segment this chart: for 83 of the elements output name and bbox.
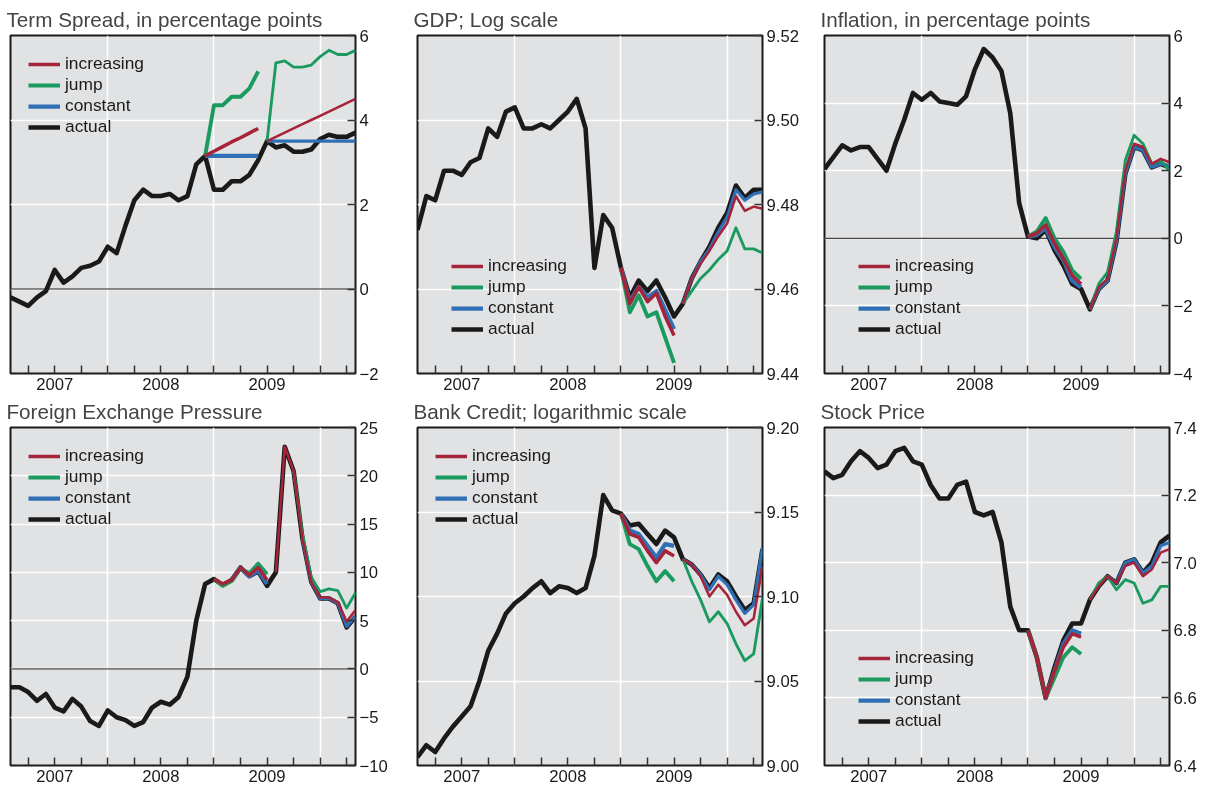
y-tick-label: 9.00	[766, 756, 799, 776]
legend-label: increasing	[895, 647, 974, 668]
legend-label: jump	[65, 466, 103, 487]
y-tick-label: 9.50	[766, 111, 799, 130]
y-tick-label: −10	[359, 756, 388, 776]
y-tick-label: 9.48	[766, 195, 799, 215]
x-tick-label: 2007	[850, 374, 888, 394]
chart-title: Term Spread, in percentage points	[6, 7, 323, 31]
x-tick-label: 2007	[36, 374, 74, 394]
chart-title: Bank Credit; logarithmic scale	[413, 399, 687, 423]
y-tick-label: 7.0	[1173, 553, 1197, 573]
legend-label: jump	[895, 276, 933, 297]
legend-label: actual	[65, 508, 112, 529]
legend-label: jump	[895, 668, 933, 689]
x-tick-label: 2009	[248, 766, 286, 786]
x-tick-label: 2008	[549, 766, 587, 786]
y-tick-label: 10	[359, 563, 379, 583]
x-tick-label: 2007	[850, 766, 888, 786]
y-tick-label: −5	[359, 708, 379, 728]
legend-label: jump	[488, 276, 526, 297]
legend-label: actual	[65, 116, 112, 137]
x-tick-label: 2009	[655, 374, 693, 394]
legend-label: increasing	[895, 255, 974, 276]
legend-label: increasing	[488, 255, 567, 276]
legend-label: increasing	[65, 53, 144, 74]
y-tick-label: 9.44	[766, 364, 799, 384]
x-tick-label: 2009	[1062, 374, 1100, 394]
legend-label: actual	[895, 710, 942, 731]
legend-label: constant	[65, 487, 131, 508]
legend-label: constant	[895, 689, 961, 710]
y-tick-label: 9.05	[766, 672, 799, 691]
legend-label: increasing	[65, 445, 144, 466]
x-tick-label: 2009	[248, 374, 286, 394]
legend-label: constant	[488, 297, 554, 318]
y-tick-label: 4	[359, 111, 369, 130]
legend-label: constant	[65, 95, 131, 116]
legend-label: increasing	[472, 445, 551, 466]
x-tick-label: 2008	[142, 374, 180, 394]
y-tick-label: 20	[359, 466, 379, 486]
y-tick-label: 7.4	[1173, 418, 1197, 438]
y-tick-label: −2	[359, 364, 379, 384]
legend-label: jump	[65, 74, 103, 95]
y-tick-label: 9.10	[766, 587, 799, 607]
x-tick-label: 2007	[443, 766, 481, 786]
chart-title: Inflation, in percentage points	[820, 7, 1091, 31]
chart-title: Foreign Exchange Pressure	[6, 399, 263, 423]
y-tick-label: 7.2	[1173, 486, 1197, 506]
y-tick-label: 5	[359, 611, 369, 631]
y-tick-label: 9.20	[766, 418, 799, 438]
legend-label: jump	[472, 466, 510, 487]
legend-label: actual	[488, 318, 535, 339]
x-tick-label: 2009	[655, 766, 693, 786]
legend-label: constant	[472, 487, 538, 508]
y-tick-label: 0	[359, 659, 369, 679]
x-tick-label: 2008	[956, 374, 994, 394]
y-tick-label: 9.52	[766, 26, 799, 46]
y-tick-label: 2	[359, 195, 369, 215]
y-tick-label: 6.4	[1173, 756, 1197, 776]
y-tick-label: −2	[1173, 296, 1193, 316]
y-tick-label: 9.46	[766, 280, 799, 299]
x-tick-label: 2009	[1062, 766, 1100, 786]
y-tick-label: 6.8	[1173, 621, 1197, 641]
y-tick-label: −4	[1173, 364, 1193, 384]
y-tick-label: 15	[359, 515, 379, 535]
y-tick-label: 0	[1173, 229, 1183, 249]
legend-label: actual	[472, 508, 519, 529]
chart-title: Stock Price	[820, 399, 925, 423]
x-tick-label: 2008	[956, 766, 994, 786]
legend-label: actual	[895, 318, 942, 339]
y-tick-label: 6	[359, 26, 369, 46]
x-tick-label: 2007	[443, 374, 481, 394]
y-tick-label: 6	[1173, 26, 1183, 46]
y-tick-label: 9.15	[766, 503, 799, 522]
y-tick-label: 25	[359, 418, 379, 438]
y-tick-label: 4	[1173, 94, 1183, 114]
legend-label: constant	[895, 297, 961, 318]
x-tick-label: 2008	[142, 766, 180, 786]
y-tick-label: 2	[1173, 161, 1183, 181]
x-tick-label: 2008	[549, 374, 587, 394]
x-tick-label: 2007	[36, 766, 74, 786]
y-tick-label: 0	[359, 280, 369, 299]
y-tick-label: 6.6	[1173, 688, 1197, 708]
chart-title: GDP; Log scale	[413, 7, 559, 31]
